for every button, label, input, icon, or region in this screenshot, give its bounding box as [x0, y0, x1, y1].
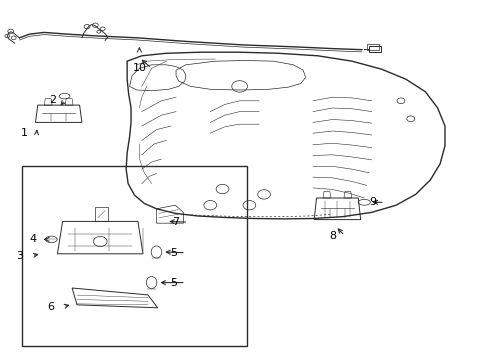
Text: 5: 5 — [170, 248, 177, 258]
Text: 2: 2 — [49, 95, 56, 105]
Text: 5: 5 — [170, 278, 177, 288]
Text: 3: 3 — [16, 251, 23, 261]
Text: 6: 6 — [47, 302, 54, 312]
Bar — [366, 44, 378, 50]
Text: 9: 9 — [368, 197, 375, 207]
Text: 7: 7 — [172, 217, 179, 227]
Bar — [368, 46, 381, 52]
Text: 4: 4 — [29, 234, 36, 244]
Text: 1: 1 — [21, 128, 28, 138]
Text: 8: 8 — [328, 231, 335, 241]
Bar — [22, 166, 246, 346]
Text: 10: 10 — [132, 63, 146, 73]
